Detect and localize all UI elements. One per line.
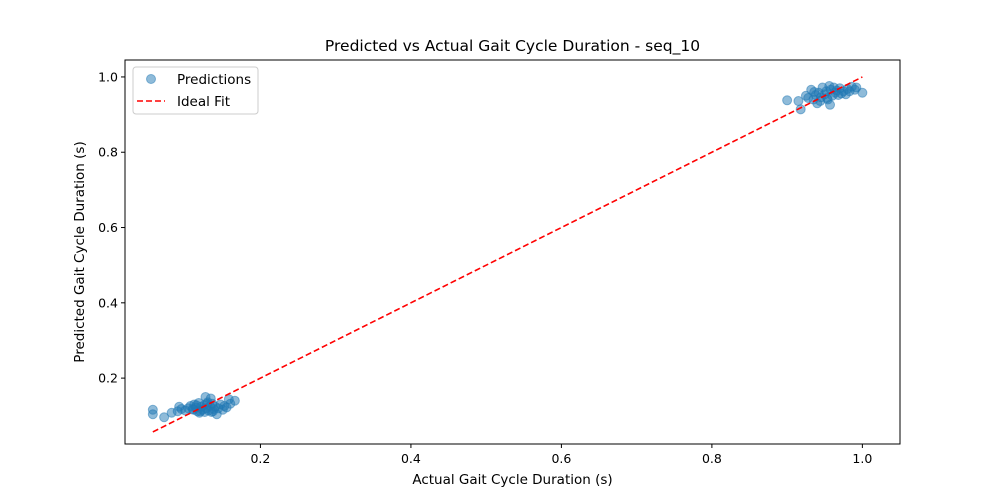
- prediction-point: [229, 395, 240, 406]
- x-tick-label: 0.4: [401, 451, 421, 466]
- chart-title: Predicted vs Actual Gait Cycle Duration …: [325, 37, 700, 56]
- x-tick-label: 1.0: [852, 451, 872, 466]
- y-tick-label: 1.0: [98, 69, 118, 84]
- legend-label: Predictions: [177, 72, 251, 88]
- legend: Predictions Ideal Fit: [132, 66, 259, 115]
- prediction-point: [159, 412, 170, 423]
- plot-frame: [124, 59, 901, 445]
- legend-box: [132, 66, 259, 115]
- plot-area: [147, 76, 868, 433]
- ideal-fit-line: [152, 76, 863, 433]
- x-tick-label: 0.6: [551, 451, 571, 466]
- prediction-point: [782, 95, 793, 106]
- x-axis-label: Actual Gait Cycle Duration (s): [412, 472, 612, 488]
- y-tick-label: 0.6: [98, 220, 118, 235]
- legend-marker-predictions: [146, 74, 156, 84]
- prediction-point: [809, 87, 820, 97]
- x-tick-label: 0.2: [250, 451, 270, 466]
- y-tick-label: 0.2: [98, 371, 118, 386]
- prediction-point: [822, 93, 833, 104]
- prediction-point: [857, 87, 868, 98]
- y-axis-label: Predicted Gait Cycle Duration (s): [72, 141, 88, 362]
- prediction-point: [795, 104, 806, 115]
- prediction-point: [147, 409, 158, 420]
- prediction-point: [208, 406, 219, 417]
- y-tick-label: 0.8: [98, 145, 118, 160]
- x-axis: 0.2 0.4 0.6 0.8 1.0: [250, 444, 872, 466]
- y-tick-label: 0.4: [98, 295, 118, 310]
- y-axis: 0.2 0.4 0.6 0.8 1.0: [98, 69, 125, 386]
- legend-label: Ideal Fit: [177, 94, 230, 110]
- x-tick-label: 0.8: [702, 451, 722, 466]
